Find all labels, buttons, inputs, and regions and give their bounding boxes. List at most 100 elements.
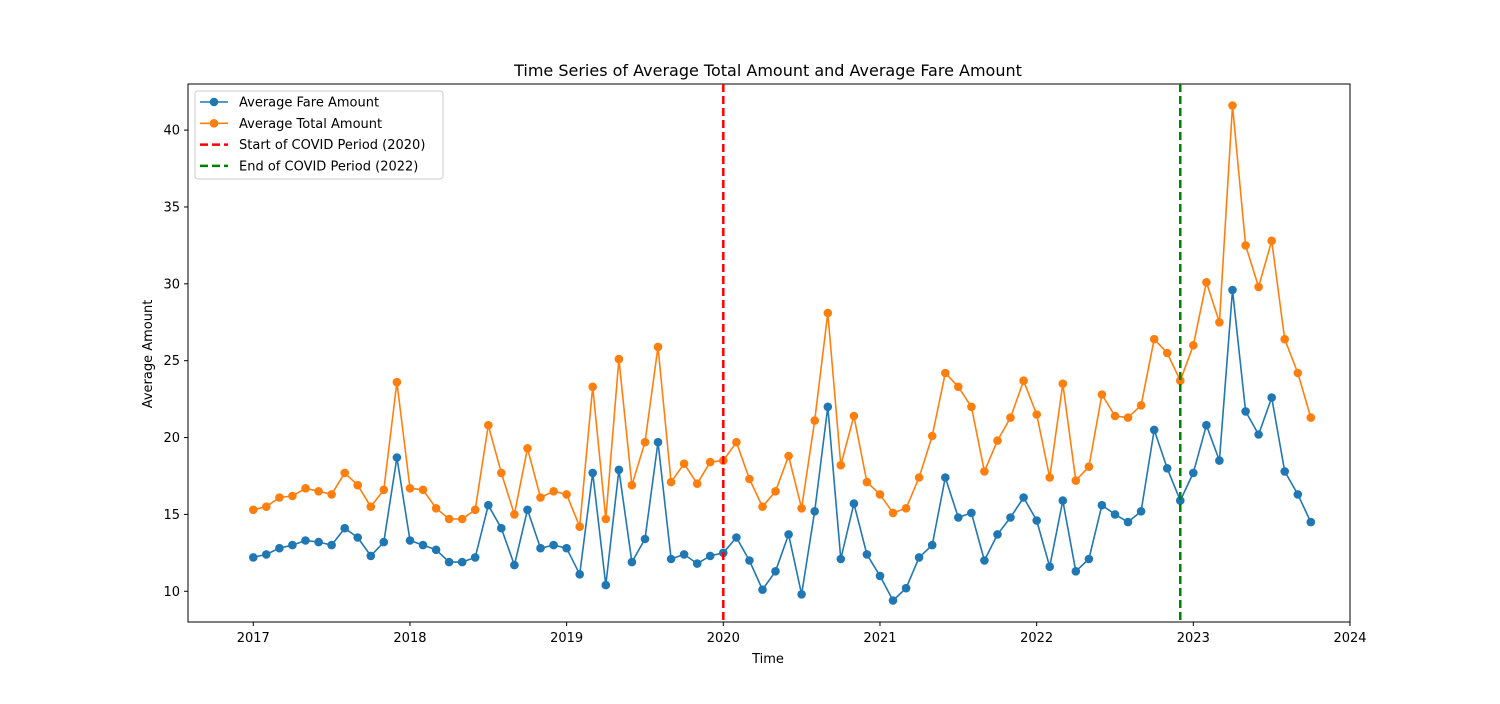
data-point-total [653, 342, 663, 352]
data-point-total [745, 474, 754, 484]
y-tick-label: 30 [163, 277, 180, 292]
data-point-fare [1202, 420, 1211, 430]
data-point-total [484, 420, 493, 430]
x-tick-label: 2018 [393, 631, 426, 646]
data-point-total [1123, 413, 1133, 422]
data-point-fare [275, 543, 284, 553]
data-point-total [1084, 462, 1094, 472]
data-point-fare [771, 567, 780, 576]
data-point-fare [849, 499, 859, 508]
data-point-fare [1045, 562, 1054, 571]
data-point-fare [601, 580, 611, 590]
data-point-total [1149, 334, 1159, 344]
data-point-fare [470, 553, 480, 562]
data-point-fare [862, 550, 872, 559]
data-point-fare [444, 557, 454, 567]
y-axis-label: Average Amount [141, 300, 156, 409]
data-point-total [444, 514, 454, 524]
x-tick-label: 2024 [1333, 631, 1366, 646]
data-point-total [1176, 376, 1185, 386]
data-point-fare [1228, 285, 1237, 295]
data-point-total [314, 487, 323, 496]
data-point-fare [941, 473, 950, 482]
data-point-fare [1110, 510, 1120, 519]
data-point-total [627, 480, 637, 490]
data-point-total [549, 487, 558, 496]
data-point-total [1162, 348, 1172, 358]
data-point-total [640, 437, 650, 447]
data-point-fare [640, 534, 650, 544]
data-point-total [1045, 473, 1054, 482]
data-point-total [1215, 318, 1224, 327]
data-point-fare [1176, 496, 1185, 505]
data-point-total [1254, 282, 1263, 292]
data-point-fare [418, 540, 428, 550]
data-point-fare [1254, 430, 1263, 439]
data-point-total [601, 514, 611, 524]
data-point-total [1006, 413, 1015, 422]
data-point-fare [1123, 517, 1133, 527]
data-point-total [1241, 241, 1250, 250]
data-point-fare [810, 507, 819, 516]
data-point-total [1189, 341, 1198, 350]
data-point-total [470, 505, 480, 515]
data-point-total [340, 468, 350, 478]
data-point-fare [758, 585, 767, 594]
legend-label: Start of COVID Period (2020) [239, 138, 425, 153]
x-tick-label: 2023 [1177, 631, 1210, 646]
data-point-fare [614, 465, 624, 475]
y-tick-label: 10 [163, 585, 180, 600]
data-point-total [1032, 410, 1041, 419]
data-point-total [536, 493, 545, 502]
data-point-total [679, 459, 689, 469]
data-point-total [784, 451, 793, 461]
data-point-total [1267, 236, 1276, 246]
data-point-total [1306, 413, 1316, 422]
data-point-fare [1267, 393, 1276, 402]
data-point-total [497, 468, 506, 478]
data-point-fare [954, 513, 963, 522]
data-point-total [457, 514, 467, 524]
data-point-total [262, 502, 271, 512]
data-point-fare [1189, 468, 1198, 478]
y-tick-label: 40 [163, 124, 180, 139]
data-point-fare [510, 560, 519, 570]
legend: Average Fare Amount Average Total Amount S… [194, 90, 444, 180]
data-point-total [1071, 476, 1081, 485]
data-point-fare [523, 505, 532, 515]
series-line-fare [253, 289, 1312, 602]
data-point-total [862, 477, 872, 487]
data-point-total [732, 437, 741, 447]
data-point-fare [1241, 407, 1250, 416]
data-point-total [1097, 390, 1107, 399]
data-point-total [927, 431, 937, 441]
data-point-fare [249, 553, 258, 562]
data-point-total [797, 504, 806, 513]
data-point-fare [875, 571, 885, 581]
legend-swatch-marker [209, 119, 219, 128]
data-point-total [562, 490, 571, 499]
data-point-total [379, 485, 389, 495]
data-point-fare [301, 536, 310, 545]
data-point-fare [1097, 500, 1107, 510]
data-point-fare [980, 556, 989, 565]
data-point-total [275, 493, 284, 502]
data-point-fare [993, 530, 1002, 539]
data-point-total [327, 490, 336, 499]
data-point-fare [1032, 516, 1041, 525]
legend-label: Average Total Amount [239, 117, 382, 132]
data-point-fare [1071, 567, 1081, 576]
data-point-fare [1306, 517, 1316, 527]
data-point-total [888, 508, 898, 518]
data-point-fare [314, 537, 323, 547]
data-point-total [523, 444, 532, 453]
data-point-total [366, 502, 376, 512]
data-point-total [588, 382, 597, 392]
data-point-total [771, 487, 780, 496]
data-point-total [575, 522, 584, 531]
data-point-total [1280, 334, 1289, 344]
data-point-total [301, 484, 310, 493]
data-point-fare [732, 533, 741, 542]
